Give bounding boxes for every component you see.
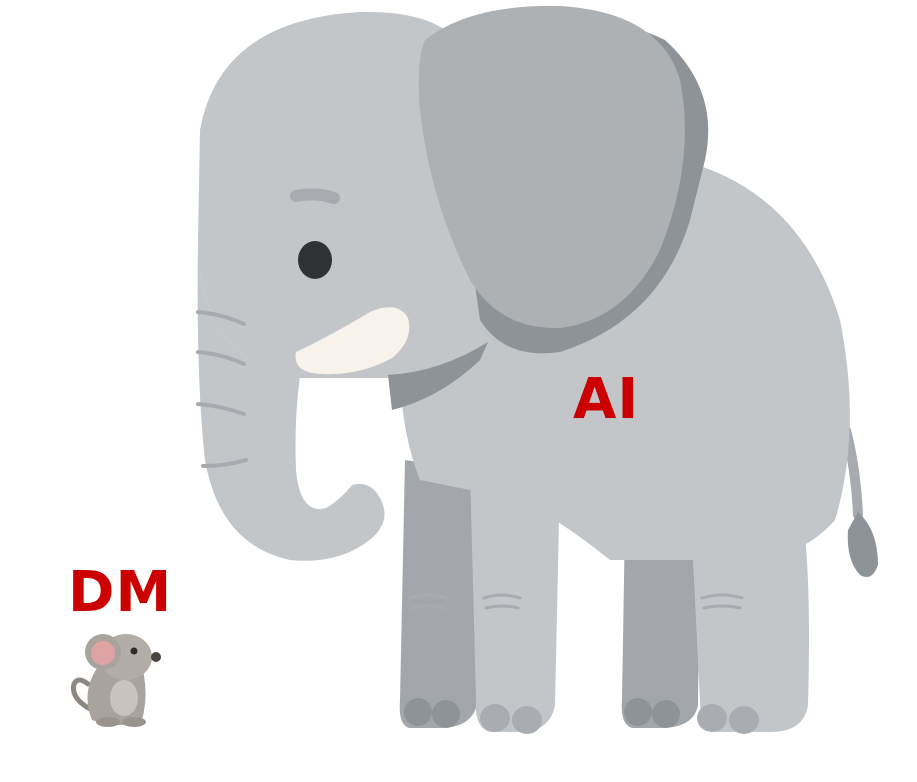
elephant-label: AI (573, 372, 639, 428)
elephant-eye (298, 241, 332, 279)
elephant-front-left-leg (470, 470, 560, 732)
elephant-front-right-leg (690, 500, 809, 732)
mouse-nose (151, 652, 161, 662)
elephant-front-toes (480, 704, 759, 734)
mouse-label: DM (68, 565, 172, 621)
mouse-foot (122, 717, 146, 727)
elephant-eyebrow (296, 194, 334, 198)
elephant-icon (198, 6, 878, 734)
mouse-eye (131, 648, 138, 655)
elephant-back-left-leg (400, 460, 478, 728)
mouse-icon (73, 634, 161, 727)
mouse-belly (110, 680, 138, 716)
mouse-foot (96, 717, 120, 727)
mouse-ear-inner (91, 641, 115, 665)
elephant-tail-tuft (848, 512, 878, 577)
